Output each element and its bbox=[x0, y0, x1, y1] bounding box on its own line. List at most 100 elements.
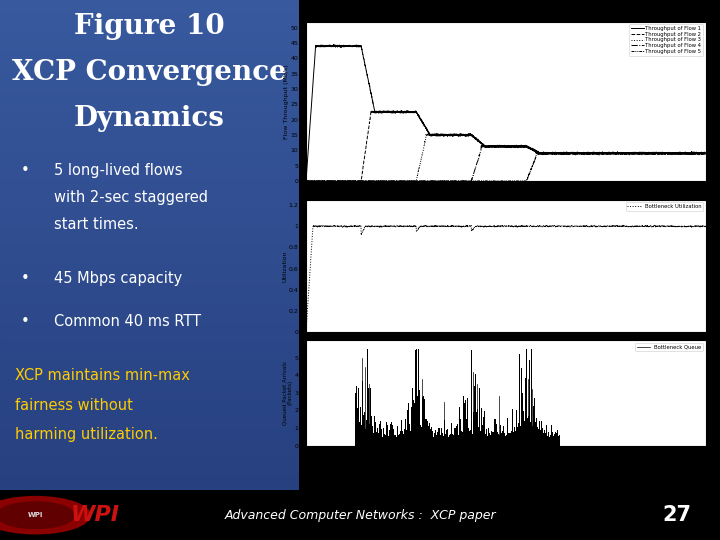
Bar bbox=[0, 184, 299, 186]
Bar bbox=[0, 407, 299, 409]
Bar bbox=[0, 152, 299, 154]
Bar bbox=[0, 272, 299, 274]
Bar bbox=[0, 154, 299, 157]
Bar bbox=[0, 269, 299, 272]
Bar bbox=[0, 312, 299, 314]
Line: Throughput of Flow 3: Throughput of Flow 3 bbox=[306, 133, 706, 181]
Bar bbox=[0, 64, 299, 66]
Bar bbox=[0, 35, 299, 37]
Bar bbox=[0, 353, 299, 355]
Bar bbox=[0, 260, 299, 262]
Bar bbox=[0, 424, 299, 427]
Throughput of Flow 1 bbox=[330, 41, 338, 48]
Bar bbox=[0, 258, 299, 260]
Bar bbox=[0, 431, 299, 434]
Bar bbox=[0, 458, 299, 461]
Text: •: • bbox=[21, 163, 30, 178]
Text: fairness without: fairness without bbox=[15, 397, 132, 413]
Bar bbox=[0, 56, 299, 59]
Bar bbox=[0, 466, 299, 468]
Bar bbox=[0, 285, 299, 287]
Bar bbox=[0, 159, 299, 162]
Throughput of Flow 1 bbox=[472, 136, 481, 143]
Bar bbox=[0, 341, 299, 343]
Throughput of Flow 5 bbox=[651, 150, 660, 156]
Text: with 2-sec staggered: with 2-sec staggered bbox=[54, 190, 208, 205]
Legend: Bottleneck Utilization: Bottleneck Utilization bbox=[626, 202, 703, 211]
Bar bbox=[0, 336, 299, 339]
Throughput of Flow 2 bbox=[701, 151, 710, 157]
Bar bbox=[0, 103, 299, 105]
Throughput of Flow 1 bbox=[347, 43, 356, 50]
Bar bbox=[0, 309, 299, 312]
Bar bbox=[0, 323, 299, 326]
Bar bbox=[0, 22, 299, 24]
Bar bbox=[0, 142, 299, 145]
Text: WPI: WPI bbox=[71, 505, 120, 525]
Bar bbox=[0, 62, 299, 64]
Bar bbox=[0, 400, 299, 402]
Bar bbox=[0, 296, 299, 299]
Bar bbox=[0, 444, 299, 446]
Bar bbox=[0, 186, 299, 189]
Bar bbox=[0, 76, 299, 78]
Text: •: • bbox=[21, 314, 30, 329]
Circle shape bbox=[0, 502, 75, 529]
Bar bbox=[0, 174, 299, 177]
Bar bbox=[0, 289, 299, 292]
Bar bbox=[0, 485, 299, 488]
Bar bbox=[0, 189, 299, 191]
Bar bbox=[0, 402, 299, 404]
Throughput of Flow 2 bbox=[347, 178, 356, 184]
Bar bbox=[0, 350, 299, 353]
Bar bbox=[0, 365, 299, 368]
Bar bbox=[0, 478, 299, 481]
X-axis label: (b) Time (seconds): (b) Time (seconds) bbox=[470, 352, 541, 360]
Throughput of Flow 5 bbox=[472, 178, 481, 184]
Bar bbox=[0, 201, 299, 204]
Bar bbox=[0, 167, 299, 169]
Bar bbox=[0, 409, 299, 412]
Throughput of Flow 5 bbox=[561, 148, 570, 155]
Bar bbox=[0, 3, 299, 5]
Bar bbox=[0, 110, 299, 113]
Bar bbox=[0, 429, 299, 431]
Bar bbox=[0, 115, 299, 118]
Bar bbox=[0, 113, 299, 115]
Bar bbox=[0, 132, 299, 135]
Bottleneck Utilization bbox=[701, 222, 710, 229]
Bar bbox=[0, 274, 299, 277]
Y-axis label: Flow Throughput (Mb/s): Flow Throughput (Mb/s) bbox=[284, 64, 289, 139]
Bar bbox=[0, 355, 299, 358]
Bar bbox=[0, 461, 299, 463]
Bar bbox=[0, 339, 299, 341]
Bar bbox=[0, 412, 299, 414]
Throughput of Flow 4 bbox=[467, 178, 476, 185]
Bar bbox=[0, 228, 299, 231]
Bar bbox=[0, 29, 299, 32]
Throughput of Flow 1 bbox=[302, 178, 310, 184]
Bar bbox=[0, 328, 299, 331]
Bar bbox=[0, 463, 299, 466]
Bar bbox=[0, 395, 299, 397]
Throughput of Flow 4 bbox=[302, 178, 310, 184]
Bar bbox=[0, 235, 299, 238]
Bar bbox=[0, 385, 299, 387]
Bar bbox=[0, 436, 299, 439]
Bar bbox=[0, 321, 299, 323]
Text: start times.: start times. bbox=[54, 217, 138, 232]
Bar bbox=[0, 208, 299, 211]
Line: Throughput of Flow 2: Throughput of Flow 2 bbox=[306, 111, 706, 181]
Bar bbox=[0, 267, 299, 269]
Bar bbox=[0, 66, 299, 69]
Throughput of Flow 4 bbox=[513, 142, 521, 149]
Bar bbox=[0, 454, 299, 456]
Bar bbox=[0, 392, 299, 395]
Bar bbox=[0, 473, 299, 476]
Legend: Throughput of Flow 1, Throughput of Flow 2, Throughput of Flow 3, Throughput of : Throughput of Flow 1, Throughput of Flow… bbox=[629, 24, 703, 56]
Bar bbox=[0, 216, 299, 218]
Text: XCP maintains min-max: XCP maintains min-max bbox=[15, 368, 190, 383]
Bar bbox=[0, 162, 299, 164]
Bar bbox=[0, 314, 299, 316]
Text: Figure 10:  XCP's smooth convergence to high fairness, good
utilization, and sma: Figure 10: XCP's smooth convergence to h… bbox=[307, 449, 552, 488]
